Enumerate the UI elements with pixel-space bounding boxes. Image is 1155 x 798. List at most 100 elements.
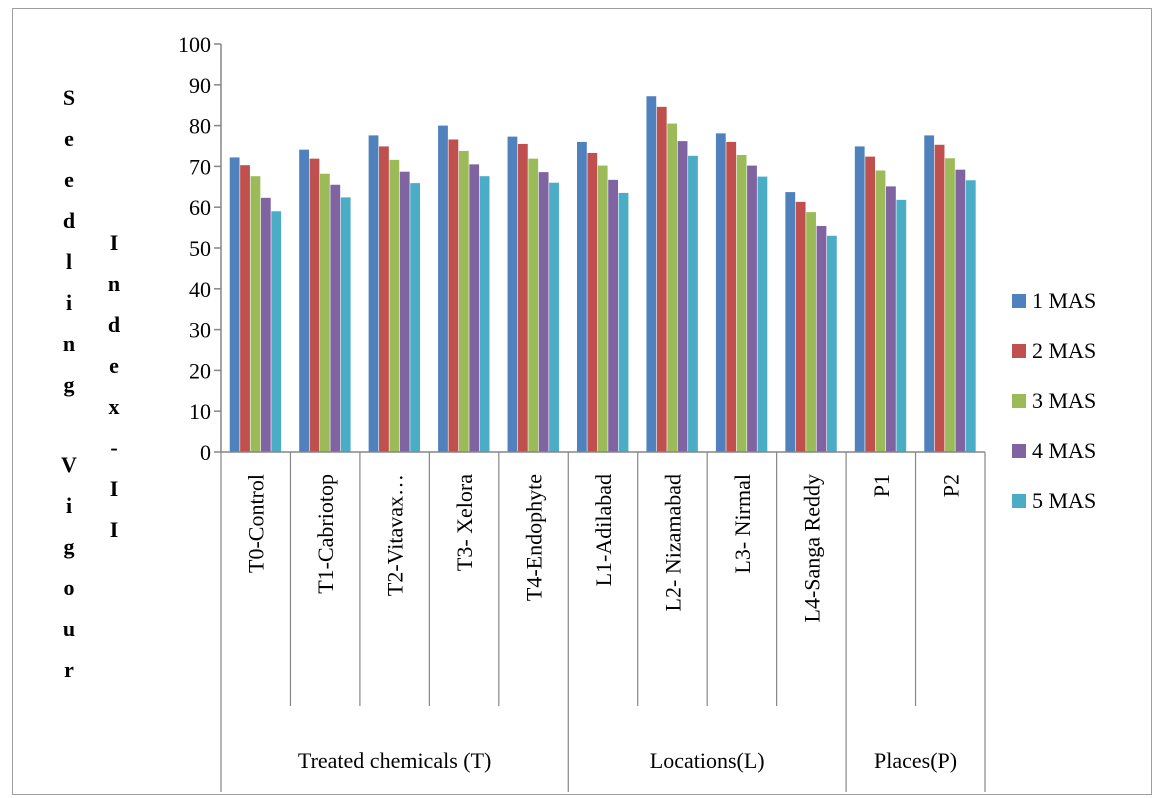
legend-swatch <box>1012 344 1026 358</box>
bar-4-mas <box>330 184 341 452</box>
bar-3-mas <box>528 158 539 452</box>
bar-1-mas <box>646 96 657 452</box>
bar-3-mas <box>667 123 678 452</box>
y-tick-label: 100 <box>178 32 211 57</box>
bar-1-mas <box>299 149 309 452</box>
category-label: L2- Nizamabad <box>660 474 685 611</box>
bar-1-mas <box>854 146 865 452</box>
y-axis-label-char: e <box>64 126 74 151</box>
bar-1-mas <box>368 135 379 452</box>
bar-2-mas <box>309 158 320 452</box>
legend-swatch <box>1012 394 1026 408</box>
bar-3-mas <box>389 159 400 452</box>
bar-5-mas <box>479 176 490 452</box>
legend-label: 5 MAS <box>1032 488 1096 513</box>
y-axis-label-char: e <box>109 353 119 378</box>
y-axis-label-char: I <box>110 230 119 255</box>
bar-5-mas <box>826 235 837 452</box>
y-tick-label: 30 <box>189 318 211 343</box>
y-axis-label-char: o <box>64 575 75 600</box>
bar-5-mas <box>896 199 907 452</box>
bar-1-mas <box>924 135 935 452</box>
y-axis-label-char: x <box>109 394 120 419</box>
category-label: T0-Control <box>244 474 269 573</box>
bar-4-mas <box>608 179 618 452</box>
bar-2-mas <box>587 152 598 452</box>
y-axis-label-char: g <box>64 372 75 397</box>
bar-4-mas <box>886 186 896 452</box>
category-label: L4-Sanga Reddy <box>799 474 824 622</box>
bar-5-mas <box>965 180 976 452</box>
bar-1-mas <box>229 157 240 452</box>
bar-5-mas <box>757 176 768 452</box>
bar-3-mas <box>875 170 886 453</box>
y-tick-label: 10 <box>189 399 211 424</box>
category-label: T4-Endophyte <box>522 474 547 601</box>
category-label: T3- Xelora <box>452 474 477 571</box>
bar-3-mas <box>458 150 469 452</box>
bar-4-mas <box>469 164 480 453</box>
y-tick-label: 60 <box>189 195 211 220</box>
bar-2-mas <box>656 106 667 452</box>
y-axis-label-char: d <box>63 208 75 233</box>
y-axis-label-char: u <box>63 616 75 641</box>
bars <box>229 96 976 453</box>
bar-3-mas <box>250 176 261 452</box>
category-label: L1-Adilabad <box>591 474 616 586</box>
y-axis-label-char: n <box>108 271 120 296</box>
bar-1-mas <box>507 136 518 452</box>
bar-4-mas <box>260 197 271 452</box>
bar-4-mas <box>538 172 549 452</box>
legend-swatch <box>1012 444 1026 458</box>
bar-2-mas <box>240 165 250 452</box>
y-axis: 0 10 20 30 40 50 60 70 80 90 100 <box>178 32 222 465</box>
bar-5-mas <box>340 197 351 452</box>
y-tick-label: 50 <box>189 236 211 261</box>
category-label: P1 <box>869 474 894 497</box>
bar-4-mas <box>399 171 410 453</box>
bar-5-mas <box>271 211 282 452</box>
legend-label: 4 MAS <box>1032 438 1096 463</box>
bar-4-mas <box>955 169 966 452</box>
bar-2-mas <box>934 144 945 452</box>
bar-3-mas <box>945 158 955 453</box>
legend-swatch <box>1012 494 1026 508</box>
legend-label: 1 MAS <box>1032 288 1096 313</box>
bar-1-mas <box>577 141 587 453</box>
x-axis: T0-Control T1-Cabriotop T2-Vitavax… T3- Xel… <box>220 451 986 792</box>
bar-2-mas <box>865 156 876 452</box>
y-axis-label-char: V <box>61 452 77 477</box>
y-tick-label: 70 <box>189 154 211 179</box>
bar-5-mas <box>688 155 698 453</box>
y-axis-label-char: e <box>64 167 74 192</box>
y-axis-label-char: I <box>110 517 119 542</box>
legend-label: 2 MAS <box>1032 338 1096 363</box>
y-axis-label-char: - <box>110 435 117 460</box>
bar-4-mas <box>816 225 827 452</box>
y-axis-label-char: n <box>63 331 75 356</box>
bar-2-mas <box>517 143 528 452</box>
y-axis-label-char: l <box>66 249 72 274</box>
group-label: Locations(L) <box>650 748 765 773</box>
bar-4-mas <box>747 165 757 453</box>
bar-1-mas <box>438 125 448 452</box>
bar-2-mas <box>726 141 737 453</box>
category-label: L3- Nirmal <box>730 474 755 574</box>
group-label: Treated chemicals (T) <box>298 748 491 773</box>
bar-5-mas <box>618 192 629 453</box>
bar-2-mas <box>795 201 806 452</box>
y-axis-label-char: I <box>110 476 119 501</box>
category-label: T1-Cabriotop <box>313 474 338 594</box>
legend-swatch <box>1012 294 1026 308</box>
y-tick-label: 40 <box>189 277 211 302</box>
bar-3-mas <box>597 165 608 453</box>
legend-label: 3 MAS <box>1032 388 1096 413</box>
bar-1-mas <box>785 192 796 452</box>
bar-4-mas <box>677 141 688 452</box>
chart-frame <box>12 8 1152 795</box>
y-axis-label-char: r <box>64 657 74 682</box>
bar-3-mas <box>319 173 330 452</box>
